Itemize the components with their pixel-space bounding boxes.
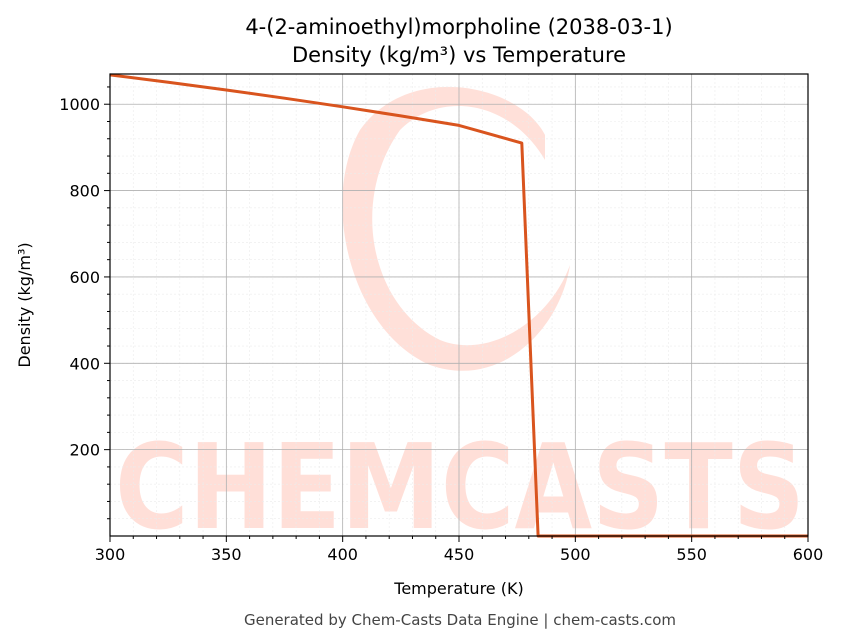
x-tick-label: 600 (793, 545, 824, 564)
y-tick-label: 400 (69, 354, 100, 373)
y-tick-label: 600 (69, 268, 100, 287)
chart-title: 4-(2-aminoethyl)morpholine (2038-03-1) (245, 15, 672, 39)
y-tick-label: 1000 (59, 95, 100, 114)
x-tick-label: 500 (560, 545, 591, 564)
major-grid (109, 74, 809, 536)
chart-subtitle: Density (kg/m³) vs Temperature (292, 43, 626, 67)
watermark-text: CHEMCASTS (115, 418, 805, 556)
y-axis-ticks: 200 400 600 800 1000 (59, 86, 110, 520)
x-tick-label: 300 (95, 545, 126, 564)
watermark-swirl-logo (342, 86, 570, 371)
x-axis-label: Temperature (K) (393, 579, 523, 598)
x-tick-label: 550 (676, 545, 707, 564)
x-tick-label: 400 (327, 545, 358, 564)
y-axis-label: Density (kg/m³) (15, 242, 34, 367)
x-tick-label: 350 (211, 545, 242, 564)
x-axis-ticks: 300 350 400 450 500 550 600 (95, 536, 824, 564)
y-tick-label: 200 (69, 441, 100, 460)
footer-credit: Generated by Chem-Casts Data Engine | ch… (244, 611, 676, 629)
y-tick-label: 800 (69, 182, 100, 201)
chemcasts-watermark: CHEMCASTS (115, 86, 805, 556)
x-tick-label: 450 (444, 545, 475, 564)
